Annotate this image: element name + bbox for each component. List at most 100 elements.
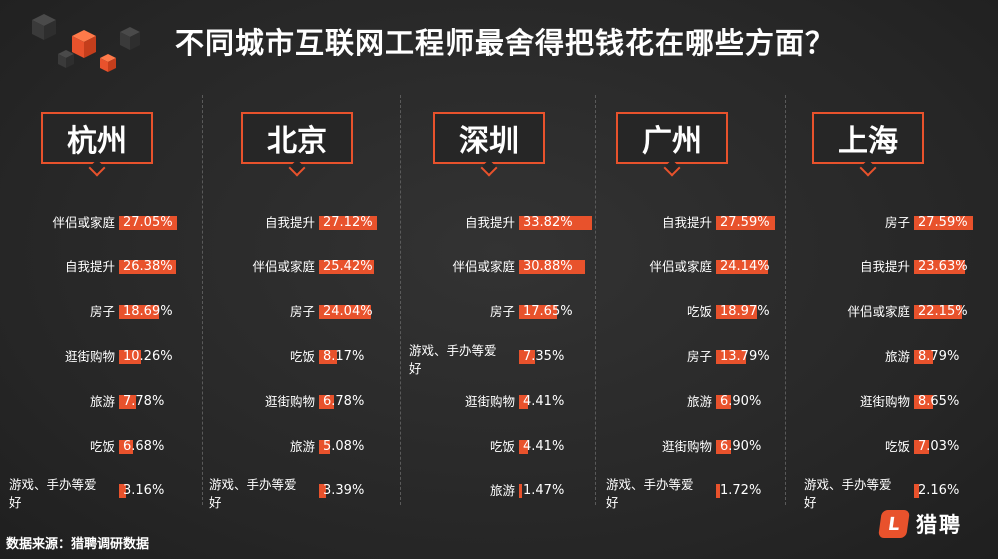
value-label: 1.47% <box>523 483 565 498</box>
bar <box>519 216 592 230</box>
liepin-logo-icon: L <box>878 510 910 538</box>
brand-name: 猎聘 <box>916 513 962 537</box>
value-label: 18.97% <box>720 304 770 319</box>
value-label: 17.65% <box>523 304 573 319</box>
category-label: 旅游 <box>489 483 515 498</box>
bar <box>914 484 919 498</box>
category-label: 伴侣或家庭 <box>452 259 515 274</box>
category-label: 房子 <box>489 304 515 319</box>
bar <box>519 350 535 364</box>
value-label: 23.63% <box>918 259 968 274</box>
category-label: 旅游 <box>289 439 315 454</box>
bar <box>319 305 371 319</box>
bar <box>119 305 160 319</box>
category-label: 伴侣或家庭 <box>252 259 315 274</box>
value-label: 4.41% <box>523 439 565 454</box>
bar <box>319 216 378 230</box>
city-title: 广州 <box>616 112 728 164</box>
category-label: 伴侣或家庭 <box>52 215 115 230</box>
bar <box>914 395 933 409</box>
value-label: 27.59% <box>918 215 968 230</box>
bar <box>319 440 330 454</box>
panel-divider-3 <box>595 95 596 505</box>
category-label: 自我提升 <box>859 259 910 274</box>
city-title: 北京 <box>241 112 353 164</box>
category-label: 房子 <box>289 304 315 319</box>
city-panel-2: 北京 自我提升 27.12% 伴侣或家庭 25.42% 房子 24.04% 吃饭 8.17% 逛街… <box>205 100 401 520</box>
panel-divider-1 <box>202 95 203 505</box>
value-label: 6.78% <box>323 394 365 409</box>
value-label: 30.88% <box>523 259 573 274</box>
value-label: 5.08% <box>323 439 365 454</box>
value-label: 6.90% <box>720 439 762 454</box>
bar <box>119 395 136 409</box>
value-label: 2.16% <box>918 483 960 498</box>
category-label: 房子 <box>89 304 115 319</box>
bar <box>519 440 529 454</box>
city-panel-4: 广州 自我提升 27.59% 伴侣或家庭 24.14% 吃饭 18.97% 房子 13.79% 旅… <box>602 100 798 520</box>
bar <box>319 350 337 364</box>
category-label: 吃饭 <box>289 349 315 364</box>
bar <box>319 484 327 498</box>
value-label: 24.04% <box>323 304 373 319</box>
bar <box>914 440 930 454</box>
bar <box>119 440 134 454</box>
value-label: 8.17% <box>323 349 365 364</box>
category-label: 游戏、手办等爱好 <box>606 477 694 510</box>
bar <box>119 260 176 274</box>
bar <box>716 350 746 364</box>
value-label: 27.05% <box>123 215 173 230</box>
category-label: 游戏、手办等爱好 <box>9 477 97 510</box>
value-label: 7.35% <box>523 349 565 364</box>
category-label: 游戏、手办等爱好 <box>209 477 297 510</box>
value-label: 8.65% <box>918 394 960 409</box>
category-label: 房子 <box>686 349 712 364</box>
city-title: 深圳 <box>433 112 545 164</box>
brand-logo: L 猎聘 <box>878 509 962 539</box>
category-label: 逛街购物 <box>661 439 712 454</box>
bar <box>716 305 757 319</box>
value-label: 7.03% <box>918 439 960 454</box>
bar <box>716 440 731 454</box>
bar <box>716 395 731 409</box>
city-panel-5: 上海 房子 27.59% 自我提升 23.63% 伴侣或家庭 22.15% 旅游 8.79% 逛街… <box>800 100 996 520</box>
value-label: 8.79% <box>918 349 960 364</box>
panel-divider-4 <box>785 95 786 505</box>
value-label: 10.26% <box>123 349 173 364</box>
cubes-logo-icon <box>32 14 140 72</box>
panel-divider-2 <box>400 95 401 505</box>
city-title: 上海 <box>812 112 924 164</box>
category-label: 自我提升 <box>464 215 515 230</box>
value-label: 6.90% <box>720 394 762 409</box>
category-label: 逛街购物 <box>464 394 515 409</box>
data-source-note: 数据来源：猎聘调研数据 <box>6 537 150 552</box>
category-label: 逛街购物 <box>859 394 910 409</box>
bar <box>119 216 178 230</box>
city-title: 杭州 <box>41 112 153 164</box>
bar <box>914 260 965 274</box>
value-label: 7.78% <box>123 394 165 409</box>
value-label: 1.72% <box>720 483 762 498</box>
bar <box>519 484 523 498</box>
bar <box>519 260 586 274</box>
value-label: 22.15% <box>918 304 968 319</box>
bar <box>716 260 768 274</box>
category-label: 旅游 <box>884 349 910 364</box>
bar <box>519 395 529 409</box>
category-label: 逛街购物 <box>264 394 315 409</box>
city-panel-3: 深圳 自我提升 33.82% 伴侣或家庭 30.88% 房子 17.65% 游戏、手办等爱好 7… <box>405 100 601 520</box>
value-label: 27.59% <box>720 215 770 230</box>
bar <box>716 484 720 498</box>
bar <box>716 216 776 230</box>
category-label: 自我提升 <box>64 259 115 274</box>
value-label: 6.68% <box>123 439 165 454</box>
value-label: 4.41% <box>523 394 565 409</box>
value-label: 13.79% <box>720 349 770 364</box>
bar <box>319 395 334 409</box>
bar <box>914 305 962 319</box>
bar <box>519 305 557 319</box>
page-title: 不同城市互联网工程师最舍得把钱花在哪些方面？ <box>175 26 836 60</box>
category-label: 逛街购物 <box>64 349 115 364</box>
value-label: 25.42% <box>323 259 373 274</box>
